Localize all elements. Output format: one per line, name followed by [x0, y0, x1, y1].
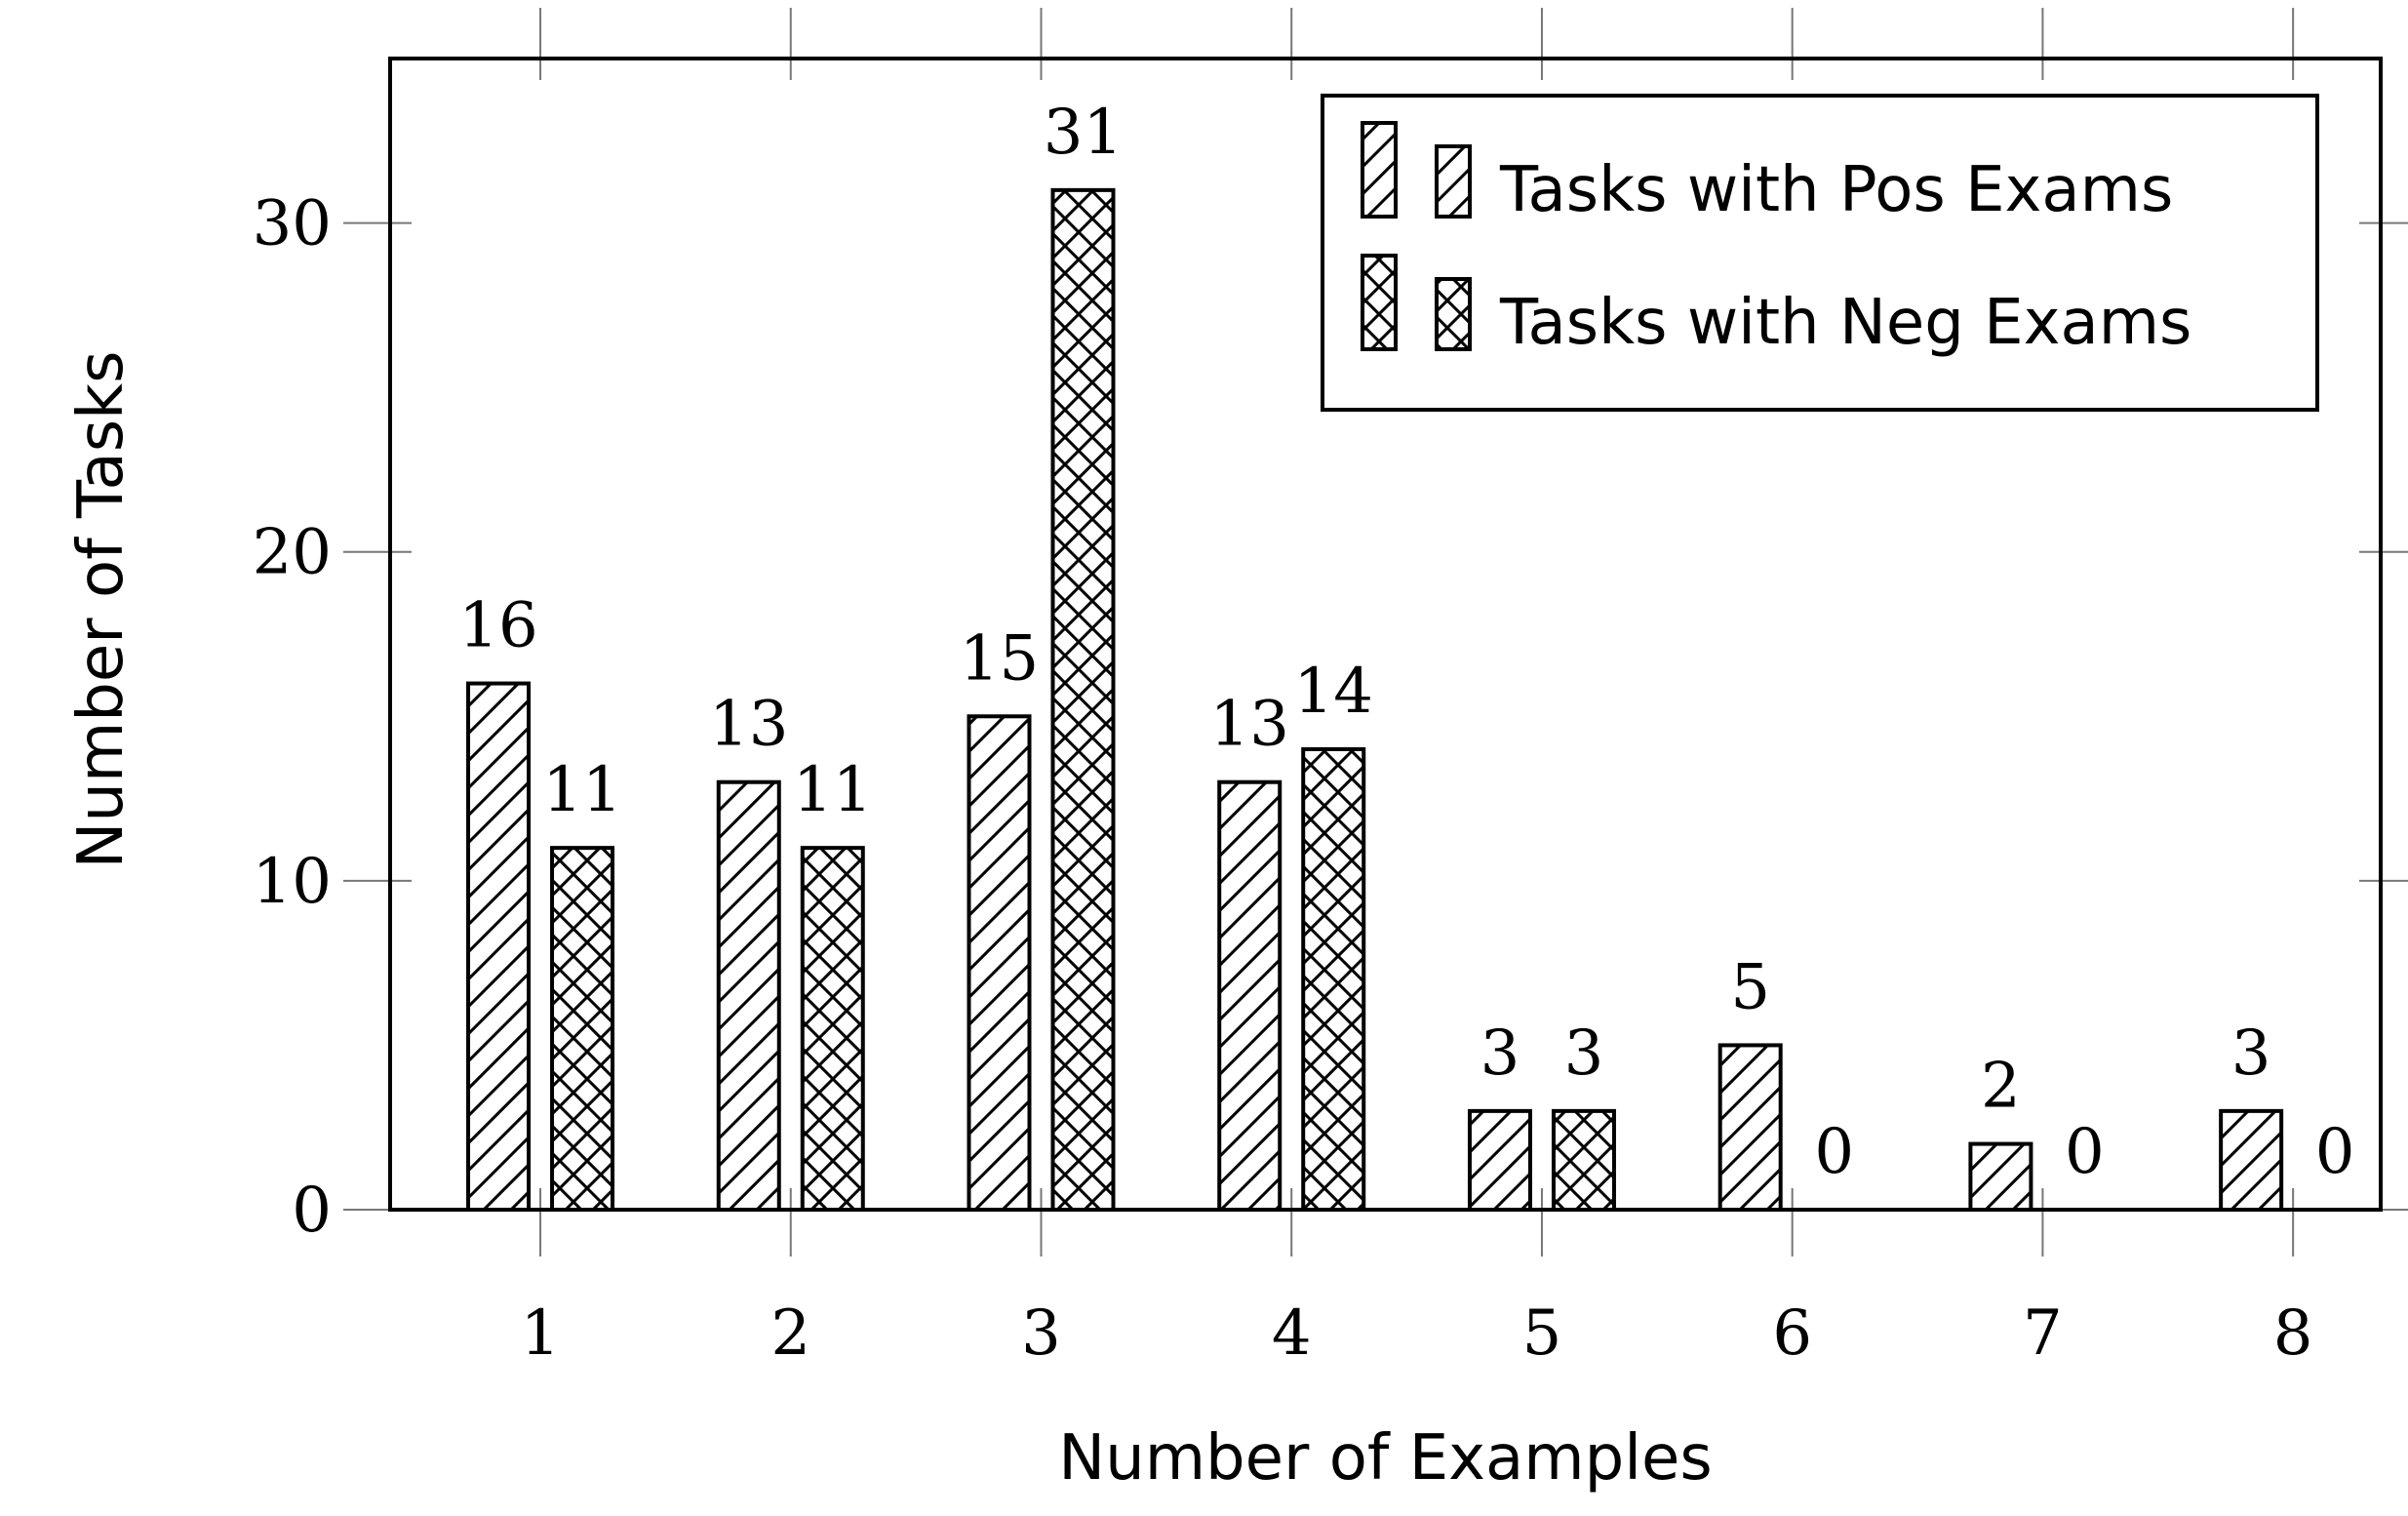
bar-value-label: 3 [2231, 1017, 2271, 1090]
legend: Tasks with Pos Exams Tasks with Neg Exam… [1321, 94, 2319, 412]
bar-value-label: 15 [960, 622, 1039, 695]
x-tick-label: 3 [1021, 1297, 1061, 1370]
y-tick-labels: 0 10 20 30 [253, 188, 332, 1247]
x-tick-label: 5 [1522, 1297, 1562, 1370]
legend-entry-neg: Tasks with Neg Exams [1361, 254, 2191, 359]
y-tick-label: 10 [253, 846, 332, 918]
bar-pos-7 [1968, 1141, 2033, 1212]
bar-neg-4 [1301, 747, 1366, 1212]
bar-value-label: 31 [1044, 97, 1123, 169]
bar-value-label: 0 [2315, 1116, 2355, 1188]
legend-swatch-neg-icon [1435, 277, 1472, 351]
bar-value-label: 2 [1981, 1051, 2021, 1123]
y-tick-label: 30 [253, 188, 332, 260]
bar-value-label: 11 [793, 754, 872, 826]
x-tick-labels: 1 2 3 4 5 6 7 8 [521, 1297, 2313, 1370]
legend-label-pos: Tasks with Pos Exams [1499, 154, 2173, 226]
bar-pos-1 [466, 681, 532, 1212]
y-tick-label: 20 [253, 517, 332, 589]
bar-value-label: 0 [2065, 1116, 2105, 1188]
bar-pos-2 [716, 779, 781, 1212]
bar-value-label: 5 [1730, 951, 1770, 1023]
x-axis-title: Number of Examples [1058, 1422, 1712, 1495]
bar-value-label: 3 [1564, 1017, 1604, 1090]
x-tick-label: 7 [2023, 1297, 2063, 1370]
bar-value-label: 13 [1210, 689, 1289, 761]
x-tick-label: 4 [1272, 1297, 1312, 1370]
x-tick-label: 1 [521, 1297, 561, 1370]
legend-swatch-neg-icon [1361, 254, 1398, 351]
bar-value-label: 11 [542, 754, 621, 826]
bar-pos-5 [1467, 1108, 1532, 1213]
axis-ticks [343, 8, 2408, 1257]
legend-swatch-pos-icon [1435, 144, 1472, 219]
legend-label-neg: Tasks with Neg Exams [1499, 287, 2191, 359]
plot-frame [388, 57, 2383, 1212]
x-tick-label: 8 [2273, 1297, 2313, 1370]
bars [466, 187, 2366, 1213]
legend-box [1321, 94, 2319, 412]
bar-value-label: 13 [709, 689, 788, 761]
y-axis-title: Number of Tasks [65, 351, 138, 869]
bar-value-label: 3 [1480, 1017, 1520, 1090]
bar-neg-5 [1551, 1108, 1616, 1213]
legend-entry-pos: Tasks with Pos Exams [1361, 121, 2173, 226]
bar-pos-4 [1217, 779, 1283, 1212]
bar-pos-6 [1717, 1043, 1783, 1213]
bar-value-label: 16 [458, 590, 537, 662]
bar-pos-3 [967, 714, 1032, 1212]
bar-value-label: 0 [1814, 1116, 1854, 1188]
x-tick-label: 6 [1772, 1297, 1812, 1370]
bar-neg-2 [800, 846, 865, 1213]
legend-swatch-pos-icon [1361, 121, 1398, 219]
y-tick-label: 0 [292, 1175, 332, 1247]
x-tick-label: 2 [770, 1297, 810, 1370]
bar-neg-1 [550, 846, 615, 1213]
bar-pos-8 [2219, 1108, 2284, 1213]
bar-neg-3 [1050, 187, 1116, 1212]
bar-value-label: 14 [1294, 656, 1373, 728]
